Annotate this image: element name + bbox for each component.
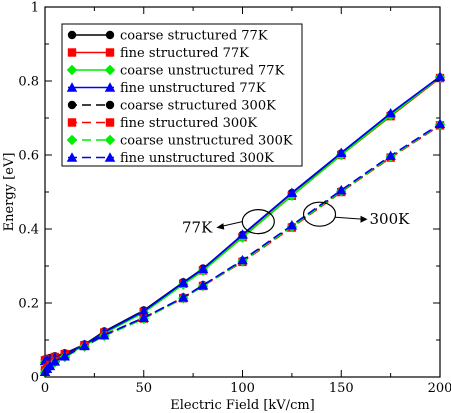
data-point [178,292,189,302]
legend-label: coarse structured 300K [120,99,276,114]
legend-marker [105,118,115,127]
arrow-head [216,223,225,230]
y-tick-label: 0.8 [18,75,39,90]
legend-entry-8: fine unstructured 300K [66,151,274,166]
x-tick-label: 0 [41,381,49,396]
legend-label: coarse structured 77K [120,29,268,44]
legend-marker [66,82,78,92]
data-point [336,147,347,157]
legend-marker [105,48,115,57]
data-point [138,312,149,322]
legend-marker [104,134,116,146]
data-point [286,187,298,197]
data-point [286,220,298,230]
annotation-300k: 300K [302,201,411,228]
annotation-arrow [335,216,364,220]
series-layer [39,71,446,378]
legend-marker [66,152,78,162]
y-tick-label: 1 [31,1,39,16]
data-point [197,263,209,274]
legend-entry-7: coarse unstructured 300K [66,134,293,149]
legend-label: coarse unstructured 77K [120,64,285,79]
annotation-ellipse [302,201,337,227]
data-point [178,277,189,287]
legend-marker [105,30,115,40]
y-tick-label: 0.6 [18,149,39,164]
data-point [197,279,209,290]
data-point [99,329,110,340]
y-tick-label: 0.2 [18,297,39,312]
legend-label: coarse unstructured 300K [120,134,293,149]
legend-entry-2: fine structured 77K [67,46,249,61]
y-tick-label: 0 [31,371,39,386]
legend-marker [67,30,77,40]
legend: coarse structured 77K fine structured 77K… [61,23,303,167]
legend-entry-4: fine unstructured 77K [66,81,266,96]
legend-entry-3: coarse unstructured 77K [66,64,285,79]
annotation-label: 300K [370,210,411,228]
data-point [237,229,248,239]
data-point [79,340,90,351]
annotation-layer: 77K 300K [182,201,411,237]
x-tick-label: 100 [230,381,255,396]
y-tick-label: 0.4 [18,223,39,238]
data-point [434,118,446,129]
legend-entry-5: coarse structured 300K [67,99,276,114]
data-point [237,254,248,265]
data-point [59,351,70,361]
x-tick-label: 150 [329,381,354,396]
data-point [138,305,149,316]
legend-marker [67,118,77,127]
series-8 [39,118,446,377]
legend-label: fine structured 300K [120,116,257,131]
annotation-label: 77K [182,219,213,237]
legend-marker [66,64,78,76]
x-tick-label: 200 [428,381,451,396]
legend-label: fine unstructured 77K [120,81,266,96]
legend-marker [104,64,116,76]
arrow-head [360,215,368,223]
data-point [434,71,446,81]
data-point [49,356,61,366]
legend-marker [67,100,77,110]
y-axis-label: Energy [eV] [2,153,17,232]
data-point [385,150,396,160]
annotation-77k: 77K [182,209,275,237]
legend-label: fine unstructured 300K [120,151,274,166]
legend-marker [105,100,115,110]
data-point [336,184,347,195]
legend-label: fine structured 77K [120,46,249,61]
x-tick-label: 50 [135,381,152,396]
legend-marker [104,152,116,162]
legend-entry-6: fine structured 300K [67,116,257,131]
legend-marker [66,134,78,146]
legend-marker [104,82,116,92]
legend-entry-1: coarse structured 77K [67,29,268,44]
legend-marker [67,48,77,57]
annotation-arrow [220,221,243,228]
x-axis-label: Electric Field [kV/cm] [170,398,315,413]
data-point [385,107,396,118]
legend-box [61,23,303,167]
